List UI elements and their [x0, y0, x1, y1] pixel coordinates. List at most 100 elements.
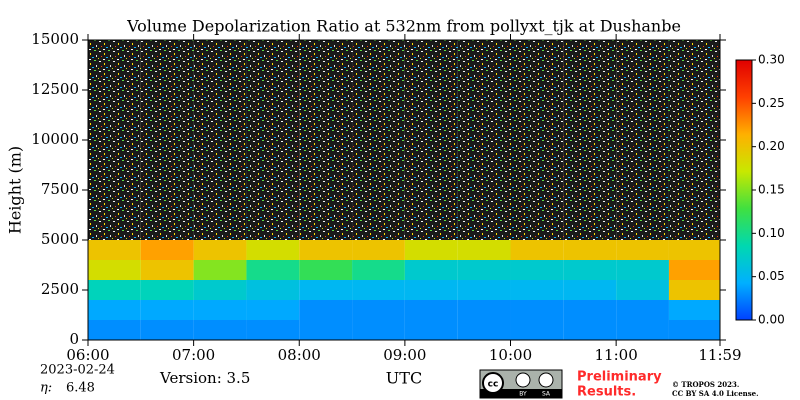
heatmap-cell	[404, 300, 458, 320]
heatmap-cell	[457, 320, 511, 340]
heatmap-cell	[246, 280, 300, 300]
heatmap-cell	[563, 320, 617, 340]
heatmap-cell	[668, 160, 720, 180]
version: Version: 3.5	[159, 369, 250, 387]
heatmap-cell	[246, 200, 300, 220]
heatmap-cell	[352, 60, 405, 80]
heatmap-cell	[668, 280, 720, 300]
heatmap-cell	[457, 200, 511, 220]
heatmap-cell	[140, 120, 194, 140]
heatmap-cell	[563, 180, 617, 200]
x-tick-label: 11:59	[698, 346, 741, 364]
heatmap-cell	[88, 220, 141, 240]
heatmap-cell	[404, 180, 458, 200]
heatmap-cell	[299, 160, 353, 180]
heatmap-cell	[510, 100, 564, 120]
x-tick-label: 09:00	[383, 346, 426, 364]
x-axis-label: UTC	[386, 369, 422, 388]
heatmap-cell	[88, 280, 141, 300]
heatmap-cell	[510, 120, 564, 140]
heatmap-cell	[193, 300, 247, 320]
heatmap-cell	[563, 80, 617, 100]
badge-cc-circle	[482, 372, 504, 394]
heatmap-cell	[668, 320, 720, 340]
badge-by-circle	[515, 372, 531, 388]
heatmap-cell	[510, 140, 564, 160]
heatmap-cell	[616, 120, 669, 140]
heatmap-cell	[457, 60, 511, 80]
y-tick-label: 10000	[31, 130, 79, 148]
heatmap-cell	[404, 240, 458, 260]
heatmap-cell	[510, 260, 564, 280]
colorbar-tick-label: 0.15	[758, 183, 785, 197]
x-tick-label: 08:00	[278, 346, 321, 364]
heatmap-cell	[140, 220, 194, 240]
heatmap-cell	[140, 60, 194, 80]
heatmap-cell	[193, 220, 247, 240]
heatmap-cell	[668, 120, 720, 140]
heatmap-cell	[352, 120, 405, 140]
heatmap-cell	[193, 180, 247, 200]
heatmap-cell	[404, 200, 458, 220]
heatmap-cell	[510, 280, 564, 300]
heatmap-cell	[404, 320, 458, 340]
heatmap-cell	[404, 220, 458, 240]
heatmap-cell	[193, 200, 247, 220]
heatmap-cell	[140, 100, 194, 120]
heatmap-cell	[299, 280, 353, 300]
heatmap-cell	[510, 40, 564, 60]
heatmap-cell	[193, 260, 247, 280]
badge-by: BY	[519, 391, 527, 398]
heatmap-cell	[616, 80, 669, 100]
heatmap-cell	[140, 160, 194, 180]
badge-sa-circle	[538, 372, 554, 388]
heatmap-cell	[299, 200, 353, 220]
heatmap-cell	[88, 320, 141, 340]
heatmap-cell	[510, 300, 564, 320]
heatmap-cell	[457, 180, 511, 200]
heatmap-cell	[616, 160, 669, 180]
heatmap-cell	[510, 80, 564, 100]
heatmap-cell	[246, 160, 300, 180]
heatmap-cell	[193, 280, 247, 300]
heatmap-cell	[352, 180, 405, 200]
heatmap-cell	[299, 120, 353, 140]
heatmap-cell	[668, 260, 720, 280]
heatmap-cell	[668, 220, 720, 240]
heatmap-cell	[193, 120, 247, 140]
heatmap-cell	[246, 220, 300, 240]
heatmap-cell	[246, 320, 300, 340]
eta-value: 6.48	[66, 381, 95, 396]
heatmap-cell	[352, 220, 405, 240]
heatmap-cell	[616, 200, 669, 220]
heatmap-cell	[88, 300, 141, 320]
heatmap-cell	[140, 40, 194, 60]
heatmap-cell	[668, 100, 720, 120]
heatmap-cell	[352, 260, 405, 280]
badge-cc: cc	[488, 380, 499, 390]
heatmap-cell	[88, 180, 141, 200]
heatmap-cell	[88, 120, 141, 140]
heatmap-cell	[299, 60, 353, 80]
heatmap-cell	[299, 300, 353, 320]
heatmap-cell	[140, 140, 194, 160]
heatmap-cell	[616, 40, 669, 60]
heatmap-cell	[668, 80, 720, 100]
colorbar-tick-label: 0.20	[758, 139, 785, 153]
heatmap-cell	[668, 300, 720, 320]
heatmap-cell	[246, 300, 300, 320]
heatmap-cell	[246, 80, 300, 100]
cc-badge: cc BY SA	[479, 369, 563, 399]
license-line: CC BY SA 4.0 License.	[672, 389, 759, 398]
heatmap-cell	[88, 240, 141, 260]
heatmap-cell	[352, 200, 405, 220]
heatmap-cell	[457, 120, 511, 140]
heatmap-cell	[563, 60, 617, 80]
heatmap-cell	[246, 140, 300, 160]
heatmap-cell	[563, 260, 617, 280]
heatmap-cell	[88, 200, 141, 220]
heatmap-cell	[299, 80, 353, 100]
heatmap-cell	[246, 60, 300, 80]
heatmap-cell	[299, 260, 353, 280]
